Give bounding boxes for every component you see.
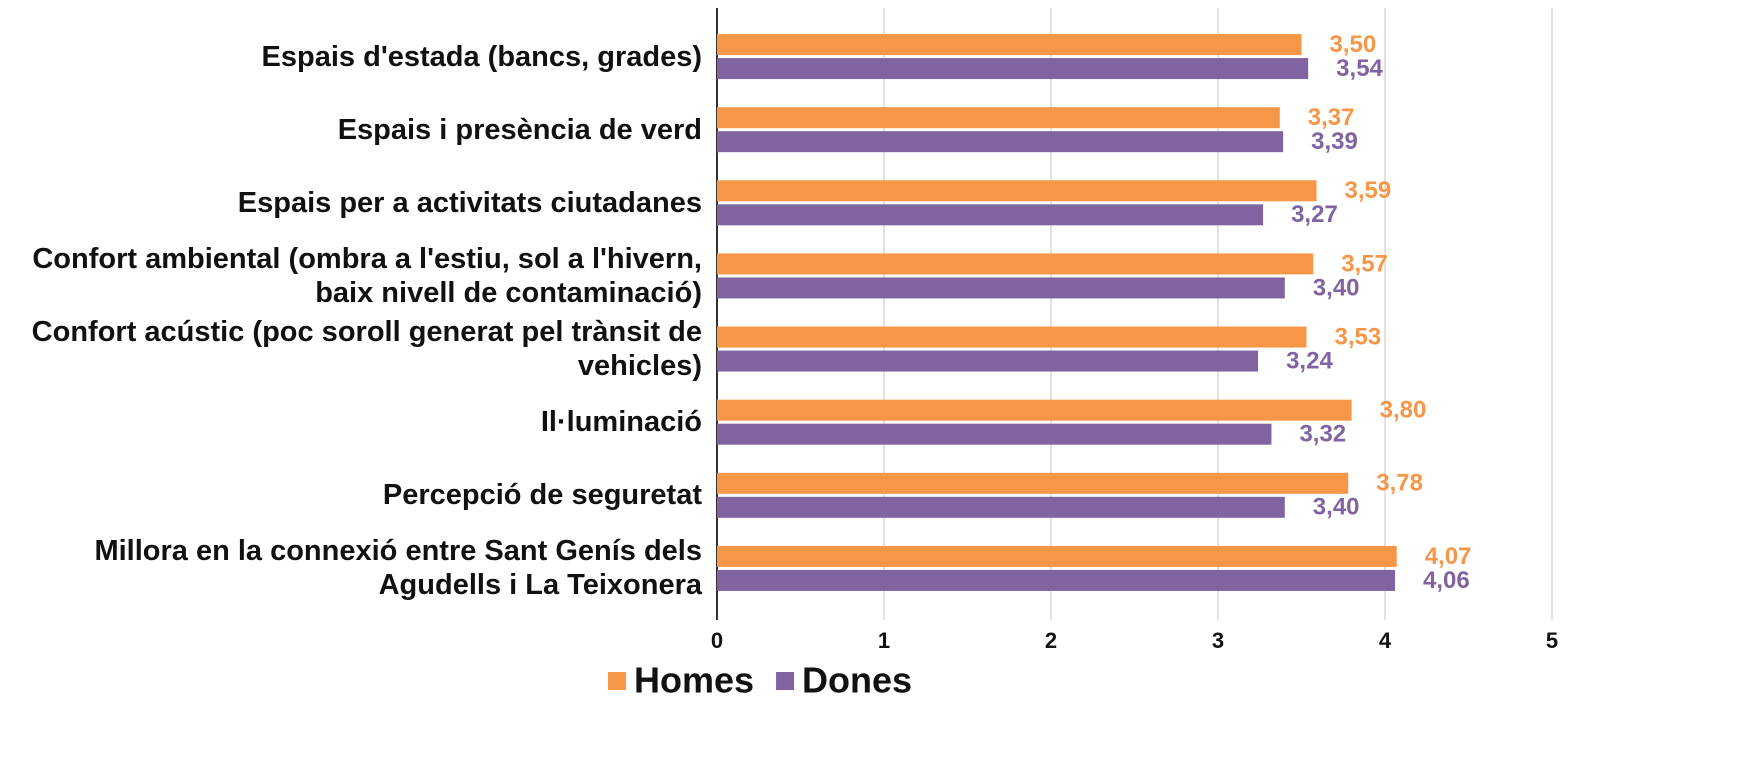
value-label: 3,57 xyxy=(1341,250,1388,277)
y-tick-label: Percepció de seguretat xyxy=(382,479,702,512)
value-label: 4,07 xyxy=(1425,543,1472,570)
y-tick-label: Millora en la connexió entre Sant Genís … xyxy=(94,535,702,602)
value-label: 3,54 xyxy=(1336,55,1383,82)
bar xyxy=(717,34,1302,56)
bar xyxy=(717,496,1285,518)
value-label: 3,78 xyxy=(1376,470,1423,497)
x-tick-label: 5 xyxy=(1546,628,1558,653)
y-tick-label: Espais d'estada (bancs, grades) xyxy=(261,40,702,73)
value-label: 3,40 xyxy=(1313,494,1360,521)
value-label: 4,06 xyxy=(1423,567,1470,594)
y-tick-label: Espais i presència de verd xyxy=(337,113,702,146)
bar xyxy=(717,472,1349,494)
bar xyxy=(717,423,1272,445)
value-label: 3,40 xyxy=(1313,274,1360,301)
y-tick-label: Espais per a activitats ciutadanes xyxy=(237,186,702,219)
x-tick-label: 0 xyxy=(711,628,723,653)
bar xyxy=(717,204,1264,226)
bar xyxy=(717,107,1280,129)
bar xyxy=(717,545,1397,567)
bar xyxy=(717,277,1285,299)
legend-label: Homes xyxy=(634,660,754,701)
value-label: 3,80 xyxy=(1380,397,1427,424)
legend-swatch xyxy=(608,672,626,690)
bar xyxy=(717,131,1284,153)
bar xyxy=(717,180,1317,202)
value-label: 3,24 xyxy=(1286,347,1333,374)
bar xyxy=(717,253,1314,275)
y-tick-label: Il·luminació xyxy=(540,406,702,439)
value-label: 3,27 xyxy=(1291,201,1338,228)
value-label: 3,37 xyxy=(1308,104,1355,131)
y-tick-label: Confort ambiental (ombra a l'estiu, sol … xyxy=(32,242,702,309)
bar xyxy=(717,58,1309,80)
y-tick-label: Confort acústic (poc soroll generat pel … xyxy=(31,316,702,383)
value-label: 3,39 xyxy=(1311,128,1358,155)
x-tick-label: 4 xyxy=(1379,628,1392,653)
bar xyxy=(717,326,1307,348)
legend-swatch xyxy=(776,672,795,690)
x-tick-label: 2 xyxy=(1045,628,1057,653)
value-label: 3,53 xyxy=(1335,323,1382,350)
x-tick-label: 1 xyxy=(878,628,890,653)
bar xyxy=(717,399,1352,421)
legend-label: Dones xyxy=(802,660,912,701)
value-label: 3,50 xyxy=(1330,31,1377,58)
x-tick-label: 3 xyxy=(1212,628,1224,653)
value-label: 3,59 xyxy=(1345,177,1392,204)
bar xyxy=(717,350,1259,372)
value-label: 3,32 xyxy=(1299,421,1346,448)
bar xyxy=(717,569,1396,591)
